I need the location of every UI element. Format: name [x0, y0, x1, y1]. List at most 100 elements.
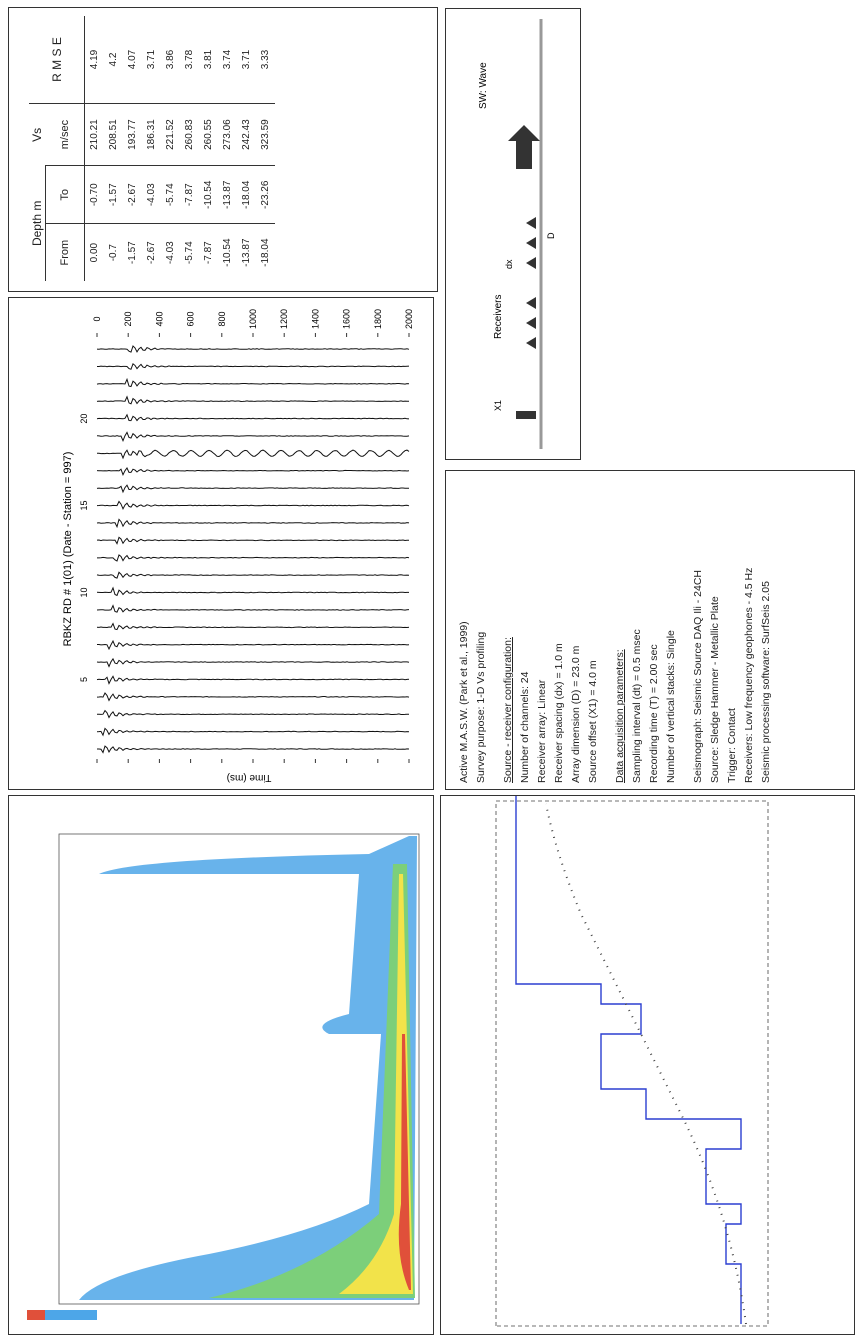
- table-cell: 3.74: [218, 16, 237, 104]
- table-cell: -0.70: [84, 165, 104, 224]
- table-cell: 4.19: [84, 16, 104, 104]
- equipment-item: Seismic processing software: SurfSeis 2.…: [760, 581, 772, 783]
- table-cell: -7.87: [180, 165, 199, 224]
- wave-arrow: [508, 125, 540, 169]
- table-cell: 3.78: [180, 16, 199, 104]
- seismic-trace: [97, 362, 410, 370]
- time-tick-label: 1800: [373, 309, 383, 329]
- dimension-label: D: [546, 232, 556, 239]
- hammer: [516, 411, 536, 419]
- table-cell: -1.57: [104, 165, 123, 224]
- spacing-label: dx: [504, 259, 514, 269]
- time-tick-label: 2000: [404, 309, 414, 329]
- seismic-trace: [96, 709, 409, 719]
- from-header: From: [59, 239, 71, 266]
- seismic-trace: [96, 449, 410, 460]
- dispersion-panel: [8, 795, 434, 1335]
- table-row: -13.87 -18.04 242.43 3.71: [237, 16, 256, 281]
- geophones: [526, 217, 536, 349]
- seismic-trace: [96, 571, 410, 579]
- config-item: Source offset (X1) = 4.0 m: [587, 660, 599, 783]
- table-cell: -23.26: [256, 165, 275, 224]
- config-item: Receiver spacing (dx) = 1.0 m: [553, 643, 565, 783]
- table-row: -0.7 -1.57 208.51 4.2: [104, 16, 123, 281]
- trace-label: 15: [79, 501, 89, 511]
- table-cell: -2.67: [123, 165, 142, 224]
- table-row: -1.57 -2.67 193.77 4.07: [123, 16, 142, 281]
- table-panel: Depth m Vs R M S E From To m/sec 0.00 -0.…: [8, 7, 438, 292]
- equipment-item: Seismograph: Seismic Source DAQ Ili - 24…: [692, 570, 704, 783]
- table-cell: 273.06: [218, 103, 237, 166]
- seismic-trace: [96, 604, 410, 613]
- table-cell: 208.51: [104, 103, 123, 166]
- table-cell: -4.03: [165, 241, 176, 265]
- gap: [680, 477, 690, 783]
- table-cell: 3.71: [237, 16, 256, 104]
- time-axis-label: Time (ms): [227, 772, 272, 783]
- vs-unit: m/sec: [45, 103, 85, 166]
- table-body: 0.00 -0.70 210.21 4.19 -0.7 -1.57 208.51 4.2 -1.…: [84, 16, 275, 281]
- seismic-trace: [96, 413, 410, 422]
- trace-label: 10: [79, 587, 89, 597]
- config-item: Number of vertical stacks: Single: [665, 630, 677, 783]
- table-row: 0.00 -0.70 210.21 4.19: [84, 16, 104, 281]
- equipment-item: Receivers: Low frequency geophones - 4.5…: [743, 567, 755, 783]
- section-heading: Data acquisition parameters:: [614, 649, 626, 783]
- gap: [490, 477, 500, 783]
- table-cell: -10.54: [199, 165, 218, 224]
- table-cell: -4.03: [142, 165, 161, 224]
- color-bar-top: [27, 1310, 45, 1320]
- vs-header: Vs: [30, 127, 45, 142]
- table-cell: 186.31: [142, 103, 161, 166]
- vs-profile: [495, 795, 769, 1327]
- time-tick-label: 800: [217, 311, 227, 326]
- seismic-trace: [96, 675, 410, 685]
- table-row: -7.87 -10.54 260.55 3.81: [199, 16, 218, 281]
- to-header: To: [45, 165, 85, 224]
- time-tick-label: 1000: [248, 309, 258, 329]
- time-tick-label: 600: [186, 311, 196, 326]
- table-row: -5.74 -7.87 260.83 3.78: [180, 16, 199, 281]
- config-item: Recording time (T) = 2.00 sec: [648, 644, 660, 783]
- seismic-trace: [96, 467, 410, 476]
- fit-curve: [545, 803, 747, 1325]
- dispersion-image: [27, 833, 420, 1320]
- energy-yellow: [339, 874, 413, 1294]
- table-cell: -1.57: [127, 241, 138, 265]
- vs-table: Depth m Vs R M S E From To m/sec 0.00 -0.…: [29, 16, 275, 281]
- seismic-trace: [97, 639, 410, 651]
- table-cell: 0.00: [89, 242, 100, 263]
- config-item: Receiver array: Linear: [536, 679, 548, 783]
- record-title: RBKZ RD # 1(01) (Date - Station = 997): [62, 452, 74, 647]
- table-cell: -2.67: [146, 241, 157, 265]
- equipment-item: Trigger: Contact: [726, 708, 738, 783]
- seismic-trace: [96, 692, 410, 702]
- seismic-trace: [96, 536, 409, 545]
- seismic-trace: [96, 377, 410, 388]
- time-tick-label: 400: [154, 311, 164, 326]
- table-cell: -13.87: [241, 238, 252, 267]
- frame: [58, 833, 420, 1305]
- header-row: Depth m Vs R M S E: [29, 16, 85, 281]
- diagram-panel: X1 Receivers dx D SW: Wave: [445, 8, 581, 460]
- seismic-trace: [96, 657, 410, 668]
- receivers-label: Receivers: [493, 295, 504, 339]
- energy-red: [398, 1034, 411, 1290]
- trace-label: 20: [79, 414, 89, 424]
- time-tick-label: 200: [123, 311, 133, 326]
- depth-header: Depth m: [29, 165, 46, 281]
- table-row: -4.03 -5.74 221.52 3.86: [161, 16, 180, 281]
- section-heading: Source - receiver configuration:: [502, 637, 514, 783]
- seismic-trace: [96, 395, 410, 405]
- table-cell: 3.33: [256, 16, 275, 104]
- equipment-item: Source: Sledge Hammer - Metallic Plate: [709, 596, 721, 783]
- profile-frame: [495, 800, 769, 1327]
- table-cell: 260.83: [180, 103, 199, 166]
- config-title: Active M.A.S.W. (Park et al., 1999): [458, 621, 470, 783]
- seismic-trace: [96, 345, 410, 353]
- seismic-trace: [96, 727, 410, 737]
- table-cell: 4.2: [104, 16, 123, 104]
- seismic-trace: [96, 500, 410, 510]
